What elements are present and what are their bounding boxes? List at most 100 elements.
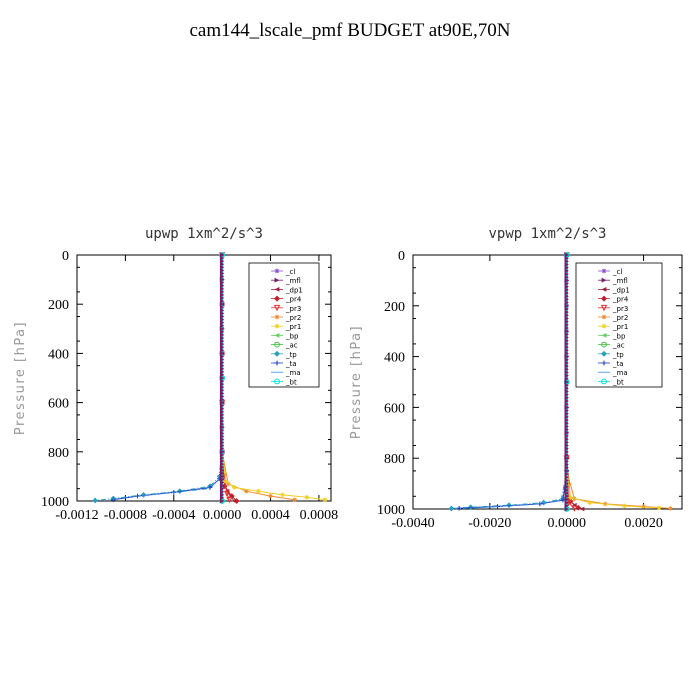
- data-point: [564, 376, 569, 382]
- data-point: [564, 354, 569, 359]
- data-point: [219, 255, 225, 261]
- data-point: [219, 317, 225, 322]
- series-ma: [455, 255, 568, 510]
- data-point: [219, 292, 225, 298]
- data-point: [564, 506, 569, 512]
- data-point: [219, 308, 225, 313]
- data-point: [280, 492, 285, 498]
- data-point: [219, 375, 225, 381]
- legend-entry-ta: _ta: [598, 360, 624, 368]
- data-point: [564, 411, 569, 416]
- legend-entry-mfl: _mfl: [598, 277, 628, 285]
- legend-label: _pr2: [612, 314, 628, 322]
- data-point: [564, 294, 569, 299]
- data-point: [564, 319, 569, 324]
- data-point: [564, 373, 569, 378]
- legend-label: _bt: [612, 378, 624, 386]
- legend-label: _pr3: [285, 305, 301, 313]
- data-point: [564, 487, 569, 493]
- data-point: [506, 502, 512, 509]
- legend-marker: [601, 333, 607, 338]
- data-point: [219, 286, 225, 292]
- y-tick-label: 200: [48, 298, 69, 313]
- legend-entry-ta: _ta: [271, 360, 297, 368]
- x-tick-label: 0.0020: [624, 516, 663, 531]
- legend-entry-ma: _ma: [598, 369, 628, 377]
- legend-entry-pr3: _pr3: [271, 305, 301, 313]
- x-tick-label: -0.0008: [104, 508, 147, 523]
- data-point: [219, 431, 225, 436]
- data-point: [219, 302, 225, 307]
- legend-marker: [601, 341, 607, 348]
- data-point: [219, 397, 225, 402]
- data-point: [219, 341, 225, 347]
- data-point: [219, 258, 225, 264]
- data-point: [564, 475, 569, 480]
- data-point: [564, 341, 569, 347]
- legend-entry-pr1: _pr1: [598, 323, 628, 331]
- series-line: [459, 255, 568, 509]
- legend-label: _ma: [612, 369, 628, 377]
- legend-marker: [274, 360, 280, 366]
- legend: _cl_mfl_dp1_pr4_pr3_pr2_pr1_bp_ac_tp_ta_…: [575, 262, 663, 388]
- legend-marker: [274, 277, 280, 283]
- legend-marker: [274, 378, 280, 385]
- data-point: [219, 425, 225, 430]
- data-point: [219, 471, 225, 476]
- data-point: [219, 486, 225, 491]
- data-point: [219, 421, 225, 427]
- legend-label: _pr1: [285, 323, 301, 331]
- legend-marker: [274, 333, 280, 338]
- data-point: [564, 338, 569, 343]
- series-ta: [110, 252, 225, 503]
- data-point: [219, 345, 225, 350]
- legend-label: _dp1: [612, 286, 630, 294]
- legend-label: _tp: [612, 351, 624, 359]
- data-point: [564, 351, 569, 356]
- data-point: [564, 278, 569, 283]
- data-point: [219, 268, 225, 273]
- data-point: [564, 398, 569, 404]
- data-point: [560, 497, 566, 503]
- data-point: [564, 262, 569, 267]
- series-ta: [456, 252, 570, 511]
- legend-entry-cl: _cl: [271, 268, 295, 276]
- data-point: [268, 493, 273, 499]
- data-point: [219, 381, 225, 387]
- data-point: [564, 497, 569, 502]
- data-point: [219, 357, 225, 362]
- legend-marker: [601, 268, 607, 274]
- legend-marker: [274, 287, 280, 292]
- data-point: [219, 415, 225, 421]
- data-point: [219, 354, 225, 359]
- chart-title: upwp 1xm^2/s^3: [145, 226, 263, 242]
- y-tick-label: 1000: [41, 495, 69, 510]
- data-point: [564, 259, 569, 264]
- data-point: [219, 440, 225, 445]
- data-point: [219, 360, 225, 365]
- legend-entry-dp1: _dp1: [598, 286, 630, 294]
- y-axis-label: Pressure [hPa]: [349, 325, 364, 439]
- data-point: [219, 434, 225, 439]
- data-point: [571, 505, 578, 512]
- data-point: [564, 392, 569, 397]
- legend-label: _bt: [285, 378, 297, 386]
- data-point: [219, 449, 225, 454]
- data-point: [225, 481, 231, 487]
- legend-entry-pr1: _pr1: [271, 323, 301, 331]
- data-point: [564, 484, 569, 489]
- data-point: [564, 357, 569, 362]
- data-point: [564, 405, 569, 410]
- data-point: [219, 329, 225, 335]
- data-point: [219, 464, 225, 470]
- legend-label: _pr2: [285, 314, 301, 322]
- data-point: [564, 284, 569, 289]
- data-point: [564, 382, 569, 388]
- data-point: [219, 335, 225, 341]
- legend-entry-pr2: _pr2: [271, 314, 301, 322]
- series-line: [451, 255, 568, 509]
- data-point: [219, 489, 225, 494]
- data-point: [219, 458, 225, 464]
- y-tick-label: 800: [384, 452, 405, 467]
- legend-label: _ac: [285, 342, 298, 350]
